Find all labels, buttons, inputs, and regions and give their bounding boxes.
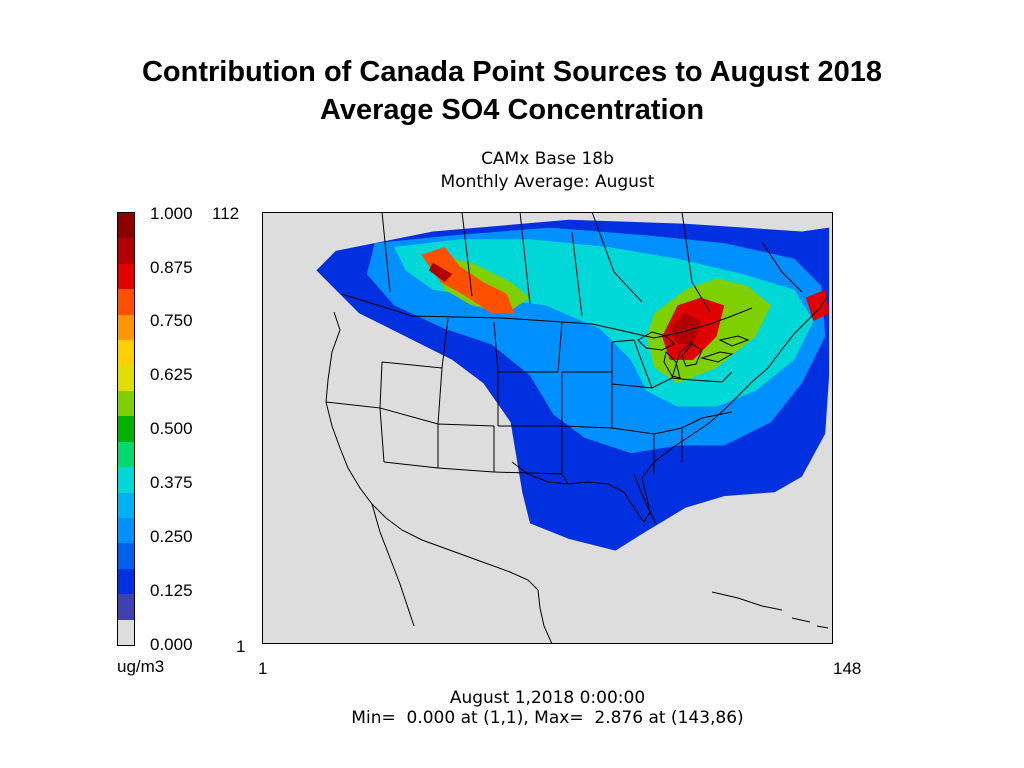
colorbar-tick: 0.375 (150, 473, 193, 492)
florida (633, 473, 657, 525)
plot-title-line2: Monthly Average: August (440, 172, 655, 192)
y-axis-max-label: 112 (212, 204, 240, 223)
colorbar-tick: 0.875 (150, 258, 193, 277)
colorbar-swatch (118, 441, 134, 468)
colorbar-swatch (118, 467, 134, 494)
footer-line1: August 1,2018 0:00:00 (449, 688, 646, 708)
colorbar-unit: ug/m3 (117, 657, 165, 676)
east-coast (641, 295, 829, 479)
canada-province-lines (381, 212, 803, 317)
caribbean-islands (711, 591, 829, 629)
colorbar-swatch (118, 619, 134, 645)
us-state-lines-east (611, 339, 733, 474)
colorbar-tick: 0.125 (150, 581, 193, 600)
concentration-region (421, 247, 515, 314)
colorbar-swatch (118, 492, 134, 519)
plot-title-line1: CAMx Base 18b (481, 149, 614, 169)
us-state-lines-west (325, 317, 495, 473)
colorbar (117, 212, 135, 646)
us-state-lines-central (493, 321, 613, 485)
slide-title-line2: Average SO4 Concentration (319, 94, 705, 126)
colorbar-tick: 0.750 (150, 311, 193, 330)
colorbar-swatch (118, 340, 134, 366)
colorbar-tick: 1.000 (150, 204, 193, 223)
colorbar-swatch (118, 517, 134, 544)
great-lakes (637, 331, 750, 379)
colorbar-swatch (118, 543, 134, 570)
colorbar-tick: 0.000 (150, 635, 193, 654)
concentration-region (669, 313, 701, 345)
colorbar-swatch (118, 238, 134, 265)
gulf-coast (511, 461, 651, 523)
colorbar-tick: 0.500 (150, 419, 193, 438)
x-axis-max-label: 148 (833, 659, 862, 678)
baja-peninsula (371, 503, 415, 627)
colorbar-swatch (118, 314, 134, 341)
colorbar-swatch (118, 263, 134, 290)
concentration-field (316, 219, 830, 551)
concentration-region (805, 289, 830, 321)
colorbar-swatch (118, 416, 134, 443)
x-axis-min-label: 1 (258, 659, 268, 678)
footer-line2: Min= 0.000 at (1,1), Max= 2.876 at (143,… (351, 708, 744, 728)
colorbar-tick: 0.625 (150, 365, 193, 384)
political-boundaries (325, 212, 829, 644)
slide-title-line1: Contribution of Canada Point Sources to … (141, 56, 883, 88)
colorbar-tick: 0.250 (150, 527, 193, 546)
us-canada-border (341, 293, 753, 339)
plot-frame (262, 212, 833, 644)
colorbar-swatch (118, 365, 134, 392)
colorbar-swatch (118, 568, 134, 595)
mexico-coast-east (537, 589, 553, 644)
concentration-map (262, 212, 833, 644)
colorbar-swatch (118, 390, 134, 417)
colorbar-swatch (118, 289, 134, 316)
concentration-region (429, 262, 453, 283)
colorbar-swatch (118, 594, 134, 621)
colorbar-swatch (118, 213, 134, 239)
y-axis-min-label: 1 (236, 637, 246, 656)
